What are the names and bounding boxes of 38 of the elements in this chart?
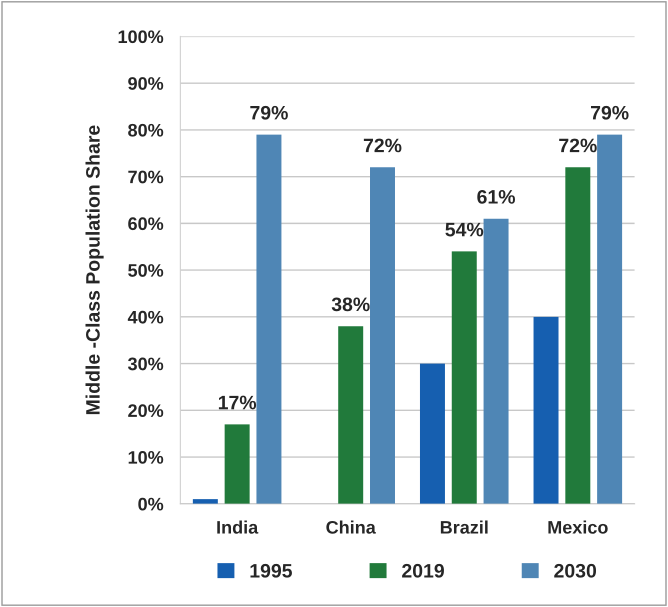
y-tick-label: 10%: [128, 451, 164, 464]
data-label: 79%: [250, 106, 288, 120]
bar: [565, 167, 590, 504]
y-tick-label: 70%: [128, 170, 164, 184]
bar: [597, 134, 622, 504]
data-label: 61%: [477, 190, 516, 204]
legend-label: 1995: [250, 564, 292, 578]
y-axis-title: Middle -Class Population Share: [86, 125, 104, 414]
data-label: 38%: [332, 297, 370, 312]
y-tick-label: 0%: [138, 498, 164, 511]
y-tick-label: 100%: [118, 30, 164, 44]
y-tick-label: 50%: [128, 264, 164, 277]
legend-label: 2019: [402, 564, 444, 578]
data-label: 72%: [364, 138, 402, 152]
bar: [224, 424, 250, 504]
data-label: 72%: [559, 138, 597, 152]
bar: [192, 499, 218, 504]
bar: [452, 251, 477, 504]
y-tick-label: 20%: [128, 404, 164, 418]
bar: [484, 218, 509, 504]
data-label: 17%: [218, 396, 256, 410]
x-tick-label: Brazil: [440, 520, 488, 534]
y-tick-label: 40%: [128, 310, 164, 324]
y-tick-label: 90%: [128, 77, 164, 90]
bar: [256, 134, 282, 504]
y-tick-label: 60%: [128, 217, 164, 230]
x-tick-label: Mexico: [548, 520, 608, 534]
bar: [370, 167, 395, 504]
bar: [338, 326, 364, 504]
x-tick-label: China: [326, 520, 376, 534]
x-tick-label: India: [217, 520, 258, 534]
data-label: 54%: [445, 222, 484, 236]
y-tick-label: 80%: [128, 124, 164, 137]
legend-label: 2030: [554, 564, 596, 578]
bar: [534, 316, 559, 504]
bar: [420, 364, 445, 504]
y-tick-label: 30%: [128, 358, 164, 370]
data-label: 79%: [590, 106, 629, 120]
